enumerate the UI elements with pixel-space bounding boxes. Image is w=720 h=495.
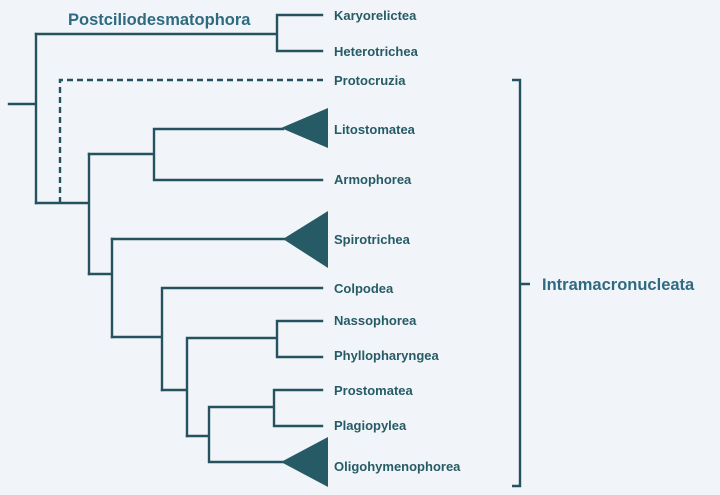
- taxon-protocruzia: Protocruzia: [334, 73, 406, 88]
- root-branch: [7, 32, 38, 205]
- taxon-plagiopylea: Plagiopylea: [334, 418, 407, 433]
- taxon-prostomatea: Prostomatea: [334, 383, 414, 398]
- intramacronucleata-label: Intramacronucleata: [542, 276, 695, 294]
- litostomatea-clade-triangle: [281, 108, 328, 148]
- postciliodesmatophora-branch: [34, 13, 324, 53]
- nassophorea-phyllopharyngea-branch: [160, 319, 324, 438]
- taxon-litostomatea: Litostomatea: [334, 122, 416, 137]
- taxon-armophorea: Armophorea: [334, 172, 412, 187]
- conthreep-branch: [110, 286, 324, 392]
- postciliodesmatophora-label: Postciliodesmatophora: [68, 11, 251, 29]
- taxon-heterotrichea: Heterotrichea: [334, 44, 419, 59]
- oligohymenophorea-clade-triangle: [281, 437, 328, 487]
- protocruzia-branch: [58, 78, 324, 203]
- taxon-phyllopharyngea: Phyllopharyngea: [334, 348, 440, 363]
- core-branch: [87, 237, 114, 339]
- taxon-karyorelictea: Karyorelictea: [334, 8, 417, 23]
- taxon-oligohymenophorea: Oligohymenophorea: [334, 459, 461, 474]
- taxon-colpodea: Colpodea: [334, 281, 394, 296]
- intramacronucleata-bracket: [512, 78, 530, 488]
- ppo-branch: [185, 388, 324, 464]
- spirotrichea-clade-triangle: [283, 211, 328, 268]
- litostomatea-armophorea-branch: [87, 127, 324, 182]
- taxon-spirotrichea: Spirotrichea: [334, 232, 411, 247]
- intramacronucleata-stem: [34, 152, 91, 276]
- taxon-nassophorea: Nassophorea: [334, 313, 417, 328]
